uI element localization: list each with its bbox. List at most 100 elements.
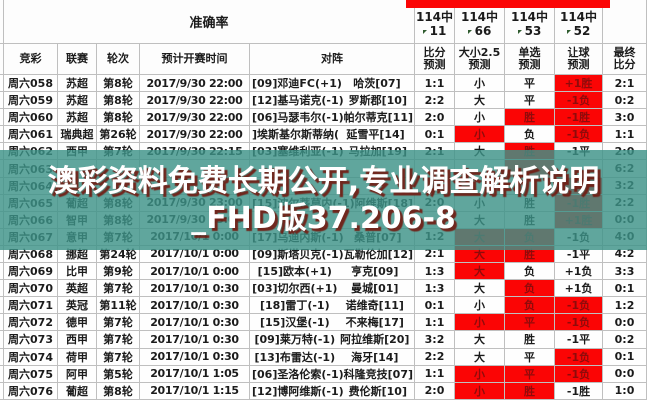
cell-score-pred[interactable]: 1:1 <box>415 314 455 332</box>
cell-overunder-pred[interactable]: 大 <box>455 245 505 264</box>
cell-score-pred[interactable]: 1:1 <box>415 365 455 383</box>
cell-overunder-pred[interactable]: 小 <box>455 109 505 127</box>
cell-single-pred[interactable]: 胜 <box>505 382 555 400</box>
cell-score-pred[interactable]: 2:0 <box>415 109 455 127</box>
cell-round[interactable]: 第8轮 <box>97 92 140 110</box>
cell-handicap-pred[interactable]: -1负 <box>555 297 603 315</box>
cell-score-pred[interactable]: 2:1 <box>415 245 455 264</box>
cell-league[interactable]: 阿甲 <box>58 365 97 383</box>
cell-round[interactable]: 第7轮 <box>97 280 140 298</box>
cell-final-score[interactable]: 3:0 <box>603 109 647 127</box>
cell-time[interactable]: 2017/10/1 0:00 <box>140 245 250 264</box>
cell-matchup[interactable]: [15]汉堡(-1) 不来梅[17] <box>250 314 415 332</box>
cell-single-pred[interactable]: 平 <box>505 92 555 110</box>
cell-handicap-pred[interactable]: +1胜 <box>555 75 603 93</box>
cell-single-pred[interactable]: 负 <box>505 297 555 315</box>
cell-final-score[interactable]: 1:0 <box>603 382 647 400</box>
cell-final-score[interactable]: 4:2 <box>603 245 647 264</box>
cell-handicap-pred[interactable]: -1负 <box>555 126 603 144</box>
cell-overunder-pred[interactable]: 大 <box>455 92 505 110</box>
cell-round[interactable]: 第26轮 <box>97 126 140 144</box>
cell-final-score[interactable]: 0:1 <box>603 348 647 366</box>
cell-matchup[interactable]: [03]切尔西(+1) 曼城[01] <box>250 280 415 298</box>
cell-league[interactable]: 英超 <box>58 280 97 298</box>
cell-final-score[interactable]: 0:2 <box>603 92 647 110</box>
cell-match-id[interactable]: 周六061 <box>4 126 58 144</box>
cell-league[interactable]: 西甲 <box>58 331 97 349</box>
cell-single-pred[interactable]: 胜 <box>505 109 555 127</box>
cell-handicap-pred[interactable]: -1胜 <box>555 382 603 400</box>
cell-time[interactable]: 2017/10/1 1:05 <box>140 365 250 383</box>
cell-round[interactable]: 第11轮 <box>97 297 140 315</box>
cell-score-pred[interactable]: 3:2 <box>415 331 455 349</box>
cell-final-score[interactable]: 0:0 <box>603 314 647 332</box>
col-header-score-pred[interactable]: 比分 预测 <box>415 44 455 75</box>
cell-handicap-pred[interactable]: -1负 <box>555 348 603 366</box>
cell-score-pred[interactable]: 2:2 <box>415 92 455 110</box>
cell-round[interactable]: 第8轮 <box>97 109 140 127</box>
cell-handicap-pred[interactable]: -1负 <box>555 365 603 383</box>
col-header-final-score[interactable]: 最终 比分 <box>603 44 647 75</box>
cell-league[interactable]: 苏超 <box>58 109 97 127</box>
col-header-round[interactable]: 轮次 <box>97 44 140 75</box>
cell-overunder-pred[interactable]: 大 <box>455 263 505 281</box>
accuracy-title-cell[interactable]: 准确率 <box>4 0 415 44</box>
cell-overunder-pred[interactable]: 小 <box>455 126 505 144</box>
cell-round[interactable]: 第8轮 <box>97 75 140 93</box>
cell-handicap-pred[interactable]: +1负 <box>555 280 603 298</box>
cell-final-score[interactable]: 2:1 <box>603 75 647 93</box>
cell-single-pred[interactable]: 胜 <box>505 245 555 264</box>
cell-overunder-pred[interactable]: 小 <box>455 382 505 400</box>
cell-overunder-pred[interactable]: 大 <box>455 280 505 298</box>
cell-match-id[interactable]: 周六071 <box>4 297 58 315</box>
cell-handicap-pred[interactable]: -1负 <box>555 314 603 332</box>
cell-overunder-pred[interactable]: 大 <box>455 331 505 349</box>
cell-match-id[interactable]: 周六076 <box>4 382 58 400</box>
cell-score-pred[interactable]: 0:1 <box>415 297 455 315</box>
cell-handicap-pred[interactable]: -1负 <box>555 92 603 110</box>
cell-single-pred[interactable]: 平 <box>505 75 555 93</box>
cell-time[interactable]: 2017/10/1 0:30 <box>140 314 250 332</box>
col-header-jingcai[interactable]: 竞彩 <box>4 44 58 75</box>
cell-single-pred[interactable]: 胜 <box>505 331 555 349</box>
cell-round[interactable]: 第8轮 <box>97 382 140 400</box>
cell-league[interactable]: 葡超 <box>58 382 97 400</box>
cell-matchup[interactable]: [09]莱万特(-1) 阿拉维斯[20] <box>250 331 415 349</box>
cell-overunder-pred[interactable]: 小 <box>455 365 505 383</box>
cell-round[interactable]: 第24轮 <box>97 245 140 264</box>
cell-league[interactable]: 荷甲 <box>58 348 97 366</box>
cell-final-score[interactable]: 0:2 <box>603 331 647 349</box>
cell-matchup[interactable]: [12]博阿维斯(-1) 费伦斯[10] <box>250 382 415 400</box>
cell-match-id[interactable]: 周六058 <box>4 75 58 93</box>
cell-time[interactable]: 2017/10/1 0:30 <box>140 348 250 366</box>
cell-time[interactable]: 2017/10/1 0:30 <box>140 280 250 298</box>
cell-league[interactable]: 挪超 <box>58 245 97 264</box>
cell-match-id[interactable]: 周六075 <box>4 365 58 383</box>
cell-time[interactable]: 2017/10/1 0:00 <box>140 263 250 281</box>
cell-match-id[interactable]: 周六074 <box>4 348 58 366</box>
col-header-single-pred[interactable]: 单选 预测 <box>505 44 555 75</box>
cell-score-pred[interactable]: 0:1 <box>415 126 455 144</box>
cell-score-pred[interactable]: 2:2 <box>415 348 455 366</box>
cell-matchup[interactable]: ]埃斯基尔斯蒂纳(延雪平[14] <box>250 126 415 144</box>
cell-time[interactable]: 2017/9/30 22:00 <box>140 109 250 127</box>
col-header-overunder-pred[interactable]: 大小2.5 预测 <box>455 44 505 75</box>
cell-league[interactable]: 苏超 <box>58 92 97 110</box>
cell-time[interactable]: 2017/9/30 22:00 <box>140 92 250 110</box>
cell-single-pred[interactable]: 平 <box>505 365 555 383</box>
cell-overunder-pred[interactable]: 小 <box>455 75 505 93</box>
cell-match-id[interactable]: 周六060 <box>4 109 58 127</box>
cell-time[interactable]: 2017/9/30 22:00 <box>140 75 250 93</box>
cell-overunder-pred[interactable]: 大 <box>455 348 505 366</box>
cell-single-pred[interactable]: 平 <box>505 314 555 332</box>
cell-matchup[interactable]: [18]雷丁(-1) 诺维奇[11] <box>250 297 415 315</box>
cell-league[interactable]: 英冠 <box>58 297 97 315</box>
cell-handicap-pred[interactable]: -1平 <box>555 331 603 349</box>
cell-round[interactable]: 第7轮 <box>97 348 140 366</box>
cell-matchup[interactable]: [12]基马诺克(-1) 罗斯郡[10] <box>250 92 415 110</box>
cell-single-pred[interactable]: 平 <box>505 348 555 366</box>
cell-matchup[interactable]: [06]圣洛伦索(-1) 科隆竞技[07] <box>250 365 415 383</box>
cell-handicap-pred[interactable]: +1负 <box>555 263 603 281</box>
cell-time[interactable]: 2017/9/30 22:00 <box>140 126 250 144</box>
cell-match-id[interactable]: 周六073 <box>4 331 58 349</box>
